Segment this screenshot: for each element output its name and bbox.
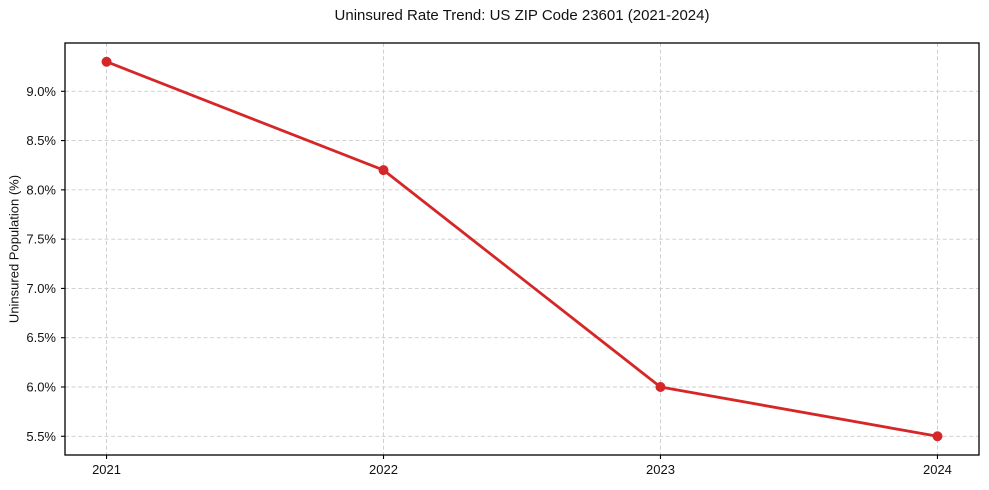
- x-tick-label: 2022: [369, 462, 398, 477]
- y-tick-label: 6.5%: [26, 330, 56, 345]
- trend-line: [105, 60, 939, 438]
- chart-title: Uninsured Rate Trend: US ZIP Code 23601 …: [334, 7, 710, 24]
- data-point-marker: [932, 431, 943, 442]
- y-tick-label: 7.5%: [26, 232, 56, 247]
- plot-border: [64, 42, 980, 456]
- data-point-marker: [101, 56, 112, 67]
- y-tick-label: 8.5%: [26, 133, 56, 148]
- y-tick-label: 9.0%: [26, 84, 56, 99]
- x-tick-label: 2023: [646, 462, 675, 477]
- x-tick-label: 2021: [92, 462, 121, 477]
- y-tick-label: 8.0%: [26, 182, 56, 197]
- data-point-marker: [378, 165, 389, 176]
- x-tick-label: 2024: [923, 462, 952, 477]
- y-tick-label: 5.5%: [26, 429, 56, 444]
- data-point-marker: [655, 381, 666, 392]
- y-tick-label: 7.0%: [26, 281, 56, 296]
- y-tick-label: 6.0%: [26, 379, 56, 394]
